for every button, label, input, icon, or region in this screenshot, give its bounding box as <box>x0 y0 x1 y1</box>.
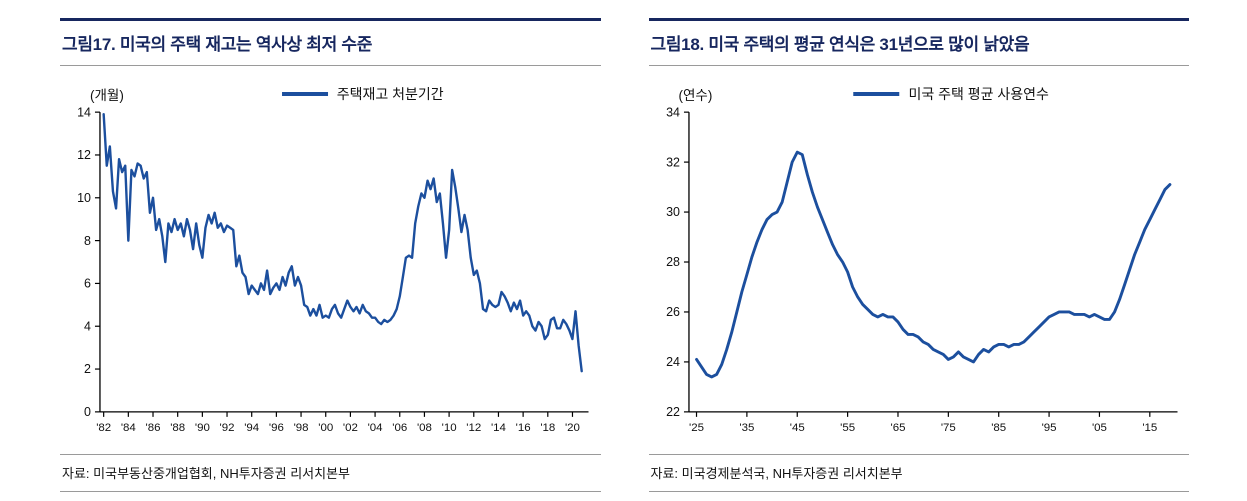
legend-line-swatch <box>281 92 328 96</box>
source-top-rule <box>60 454 601 455</box>
svg-text:'85: '85 <box>991 422 1006 434</box>
svg-text:32: 32 <box>666 155 680 169</box>
svg-text:'88: '88 <box>170 422 185 434</box>
source-top-rule <box>648 454 1189 455</box>
svg-text:22: 22 <box>666 405 680 419</box>
svg-text:'92: '92 <box>220 422 235 434</box>
source-bottom-rule <box>60 491 601 492</box>
svg-text:0: 0 <box>84 405 91 419</box>
svg-text:8: 8 <box>84 234 91 248</box>
source-note: 자료: 미국경제분석국, NH투자증권 리서치본부 <box>650 466 903 481</box>
legend: 주택재고 처분기간 <box>281 84 444 104</box>
svg-text:'08: '08 <box>417 422 432 434</box>
svg-text:'00: '00 <box>318 422 333 434</box>
title-top-rule <box>60 18 601 21</box>
svg-text:34: 34 <box>666 105 680 119</box>
line-chart-housing-inventory: 0 2 4 6 8 10 12 14 '82 '84 '86 '88 '90 '92 '94 '96 '98 '0… <box>77 105 589 434</box>
svg-text:30: 30 <box>666 205 680 219</box>
svg-text:'45: '45 <box>789 422 804 434</box>
legend: 미국 주택 평균 사용연수 <box>853 84 1049 104</box>
svg-text:'96: '96 <box>269 422 284 434</box>
figure-panel-18: 그림18. 미국 주택의 평균 연식은 31년으로 많이 낡았음 (연수) 미국… <box>648 18 1190 492</box>
svg-text:'02: '02 <box>343 422 358 434</box>
svg-text:26: 26 <box>666 305 680 319</box>
y-axis-unit-label: (개월) <box>90 88 124 103</box>
source-note: 자료: 미국부동산중개업협회, NH투자증권 리서치본부 <box>62 466 350 481</box>
svg-text:'35: '35 <box>739 422 754 434</box>
svg-text:'95: '95 <box>1041 422 1056 434</box>
svg-text:'86: '86 <box>146 422 161 434</box>
svg-text:12: 12 <box>77 148 91 162</box>
line-chart-housing-age: 22 24 26 28 30 32 34 '25 '35 '45 '55 '65 '75 '85 '95 '0… <box>666 105 1178 434</box>
svg-text:14: 14 <box>77 105 91 119</box>
svg-text:'94: '94 <box>244 422 260 434</box>
svg-text:'15: '15 <box>1142 422 1157 434</box>
svg-text:'18: '18 <box>540 422 555 434</box>
chart-header: (연수) 미국 주택 평균 사용연수 <box>649 84 1190 104</box>
svg-text:'90: '90 <box>195 422 210 434</box>
svg-text:'05: '05 <box>1091 422 1106 434</box>
svg-text:10: 10 <box>77 191 91 205</box>
figure-title: 그림17. 미국의 주택 재고는 역사상 최저 수준 <box>62 35 373 54</box>
svg-text:'98: '98 <box>294 422 309 434</box>
source-bottom-rule <box>648 491 1189 492</box>
svg-text:'82: '82 <box>96 422 111 434</box>
title-bottom-rule <box>60 65 601 66</box>
chart-header: (개월) 주택재고 처분기간 <box>60 84 601 104</box>
svg-text:'55: '55 <box>840 422 855 434</box>
figure-title: 그림18. 미국 주택의 평균 연식은 31년으로 많이 낡았음 <box>650 35 1030 54</box>
svg-text:'04: '04 <box>368 422 384 434</box>
svg-text:28: 28 <box>666 255 680 269</box>
legend-label: 미국 주택 평균 사용연수 <box>908 86 1049 102</box>
svg-text:'65: '65 <box>890 422 905 434</box>
svg-text:'14: '14 <box>491 422 507 434</box>
svg-text:2: 2 <box>84 362 91 376</box>
svg-text:'75: '75 <box>940 422 955 434</box>
svg-text:'84: '84 <box>121 422 137 434</box>
svg-text:4: 4 <box>84 319 91 333</box>
svg-text:'16: '16 <box>516 422 531 434</box>
legend-line-swatch <box>853 92 900 96</box>
svg-text:'10: '10 <box>442 422 457 434</box>
svg-text:'12: '12 <box>466 422 481 434</box>
svg-text:'20: '20 <box>565 422 580 434</box>
svg-text:'06: '06 <box>392 422 407 434</box>
title-bottom-rule <box>648 65 1189 66</box>
svg-text:24: 24 <box>666 355 680 369</box>
title-top-rule <box>648 18 1189 21</box>
figure-panel-17: 그림17. 미국의 주택 재고는 역사상 최저 수준 (개월) 주택재고 처분기… <box>60 18 601 492</box>
svg-text:6: 6 <box>84 277 91 291</box>
y-axis-unit-label: (연수) <box>678 88 713 103</box>
legend-label: 주택재고 처분기간 <box>336 86 444 102</box>
svg-text:'25: '25 <box>689 422 704 434</box>
